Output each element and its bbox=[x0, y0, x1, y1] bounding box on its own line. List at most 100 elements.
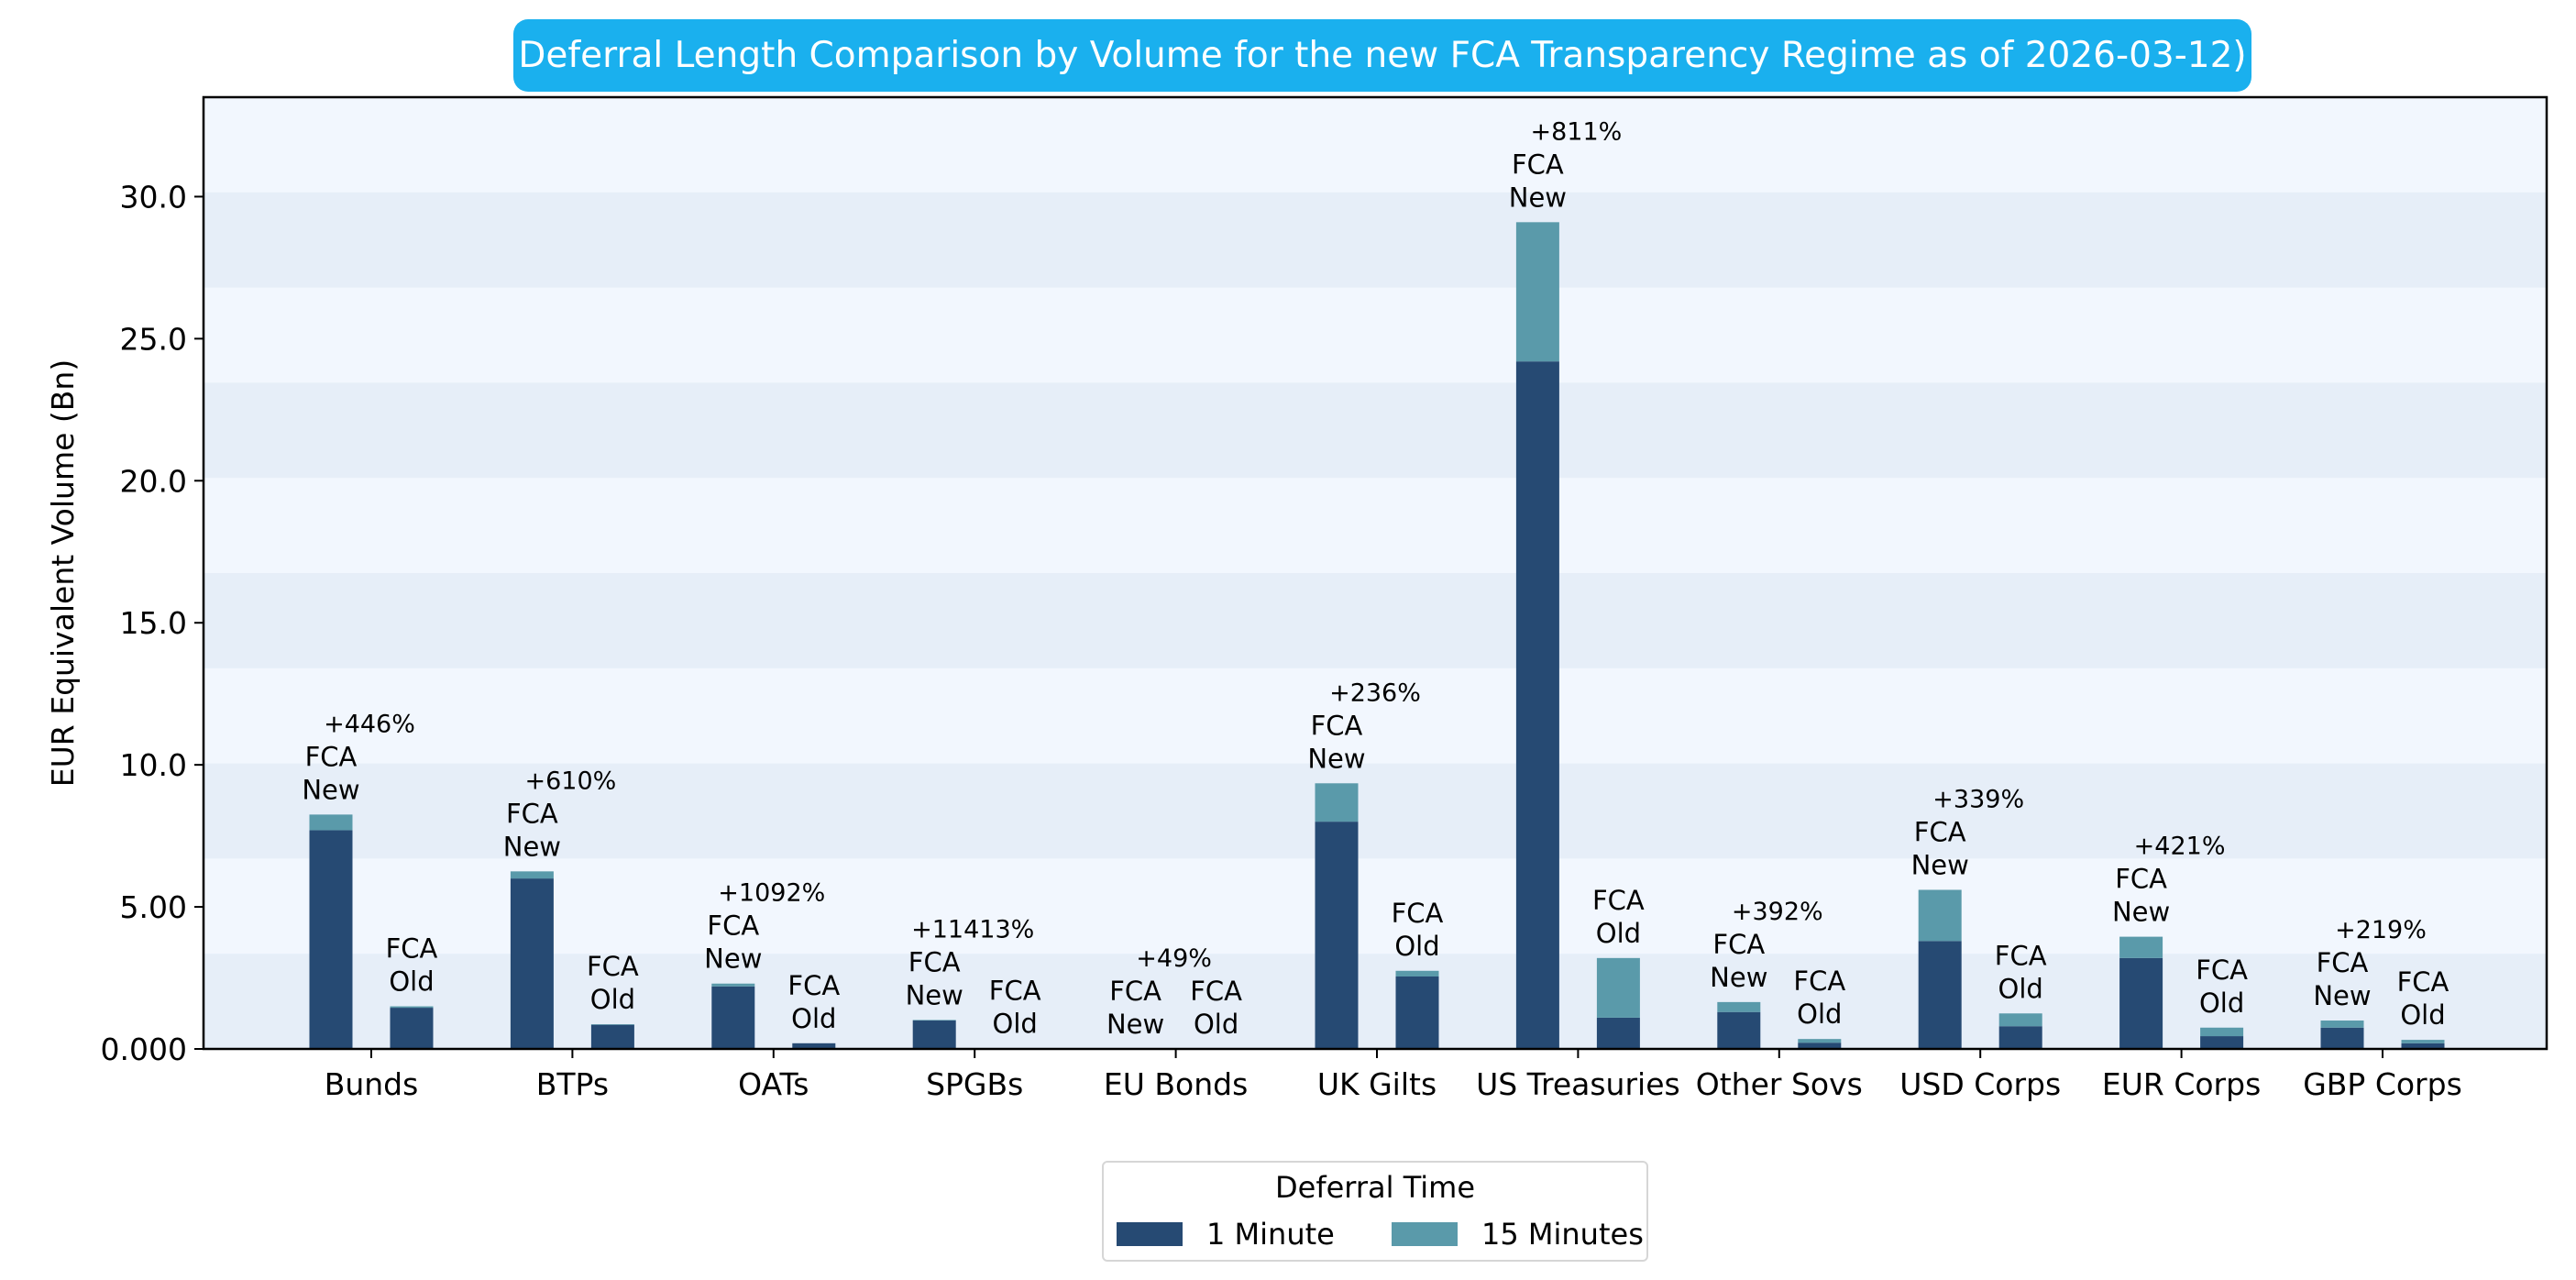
group-label-new-line2: New bbox=[1106, 1009, 1164, 1040]
bar-15-minutes-new bbox=[510, 871, 554, 879]
group-label-old-line2: Old bbox=[590, 984, 635, 1015]
group-label-old-line2: Old bbox=[2400, 999, 2445, 1031]
bar-1-minute-old bbox=[2200, 1036, 2244, 1049]
pct-change-label: +811% bbox=[1530, 117, 1622, 146]
bar-1-minute-new bbox=[1315, 822, 1359, 1049]
pct-change-label: +49% bbox=[1136, 944, 1212, 973]
legend-title: Deferral Time bbox=[1274, 1170, 1475, 1205]
pct-change-label: +11413% bbox=[911, 915, 1034, 943]
group-label-old-line2: Old bbox=[1998, 973, 2043, 1004]
bar-1-minute-new bbox=[1918, 941, 1962, 1049]
legend: Deferral Time 1 Minute 15 Minutes bbox=[1102, 1161, 1648, 1262]
x-tick-label: Other Sovs bbox=[1696, 1066, 1863, 1102]
group-label-new-line1: FCA bbox=[1914, 816, 1966, 847]
group-label-old-line2: Old bbox=[791, 1003, 836, 1034]
bar-15-minutes-old bbox=[390, 1006, 434, 1009]
group-label-new-line2: New bbox=[906, 979, 963, 1010]
legend-item-15-minutes: 15 Minutes bbox=[1392, 1214, 1644, 1254]
bar-15-minutes-old bbox=[2200, 1027, 2244, 1037]
group-label-old-line1: FCA bbox=[989, 975, 1041, 1006]
chart-title: Deferral Length Comparison by Volume for… bbox=[513, 19, 2251, 92]
legend-swatch-15-minutes bbox=[1392, 1222, 1458, 1246]
group-label-new-line1: FCA bbox=[2115, 864, 2167, 895]
pct-change-label: +446% bbox=[324, 710, 415, 738]
bar-15-minutes-new bbox=[2320, 1021, 2364, 1028]
group-label-old-line1: FCA bbox=[1392, 898, 1444, 929]
group-label-new-line1: FCA bbox=[707, 910, 759, 942]
bar-1-minute-new bbox=[2320, 1027, 2364, 1049]
y-tick-label: 10.0 bbox=[120, 747, 187, 783]
background-band bbox=[204, 192, 2547, 288]
group-label-new-line2: New bbox=[2313, 980, 2371, 1011]
bar-1-minute-new bbox=[1515, 361, 1559, 1049]
group-label-old-line2: Old bbox=[1797, 999, 1842, 1030]
bar-1-minute-new bbox=[1717, 1011, 1761, 1049]
background-band bbox=[204, 763, 2547, 859]
x-tick-label: SPGBs bbox=[926, 1066, 1023, 1102]
group-label-new-line2: New bbox=[704, 943, 762, 975]
bar-15-minutes-new bbox=[1315, 783, 1359, 822]
background-band bbox=[204, 382, 2547, 479]
group-label-old-line1: FCA bbox=[2397, 966, 2449, 998]
y-axis-label: EUR Equivalent Volume (Bn) bbox=[45, 359, 81, 787]
bar-1-minute-new bbox=[510, 878, 554, 1049]
group-label-old-line2: Old bbox=[1194, 1009, 1238, 1040]
bar-1-minute-old bbox=[2401, 1043, 2445, 1049]
group-label-old-line1: FCA bbox=[386, 933, 438, 965]
group-label-old-line1: FCA bbox=[787, 970, 840, 1001]
group-label-new-line1: FCA bbox=[1712, 929, 1765, 960]
bar-15-minutes-new bbox=[711, 983, 755, 987]
legend-swatch-1-minute bbox=[1117, 1222, 1183, 1246]
pct-change-label: +392% bbox=[1732, 898, 1823, 926]
group-label-old-line1: FCA bbox=[1995, 940, 2047, 971]
y-tick-label: 30.0 bbox=[120, 179, 187, 215]
x-tick-label: US Treasuries bbox=[1476, 1066, 1680, 1102]
group-label-new-line2: New bbox=[1509, 182, 1567, 213]
group-label-new-line2: New bbox=[2112, 897, 2170, 928]
group-label-old-line2: Old bbox=[993, 1008, 1038, 1039]
group-label-new-line2: New bbox=[302, 774, 359, 805]
bar-15-minutes-old bbox=[1798, 1039, 1842, 1043]
bar-15-minutes-new bbox=[1515, 222, 1559, 362]
group-label-new-line2: New bbox=[1710, 962, 1767, 993]
bar-15-minutes-new bbox=[912, 1020, 956, 1021]
y-tick-label: 0.000 bbox=[101, 1032, 187, 1067]
group-label-new-line2: New bbox=[503, 831, 561, 862]
bar-1-minute-new bbox=[2119, 957, 2163, 1049]
bar-1-minute-old bbox=[1998, 1026, 2042, 1049]
group-label-new-line1: FCA bbox=[506, 798, 558, 829]
bar-15-minutes-old bbox=[1998, 1013, 2042, 1027]
bar-1-minute-old bbox=[792, 1043, 836, 1049]
pct-change-label: +219% bbox=[2335, 916, 2427, 944]
pct-change-label: +610% bbox=[524, 767, 616, 795]
x-tick-label: Bunds bbox=[325, 1066, 419, 1102]
group-label-old-line1: FCA bbox=[2196, 954, 2248, 986]
group-label-old-line1: FCA bbox=[587, 951, 639, 982]
legend-label-1-minute: 1 Minute bbox=[1206, 1217, 1335, 1252]
bar-1-minute-new bbox=[711, 986, 755, 1049]
bar-1-minute-old bbox=[590, 1024, 634, 1049]
group-label-new-line2: New bbox=[1307, 743, 1365, 774]
bar-15-minutes-old bbox=[1395, 970, 1439, 977]
bar-1-minute-old bbox=[1395, 976, 1439, 1049]
bar-1-minute-new bbox=[912, 1021, 956, 1049]
y-tick-label: 5.00 bbox=[120, 889, 187, 925]
legend-item-1-minute: 1 Minute bbox=[1117, 1214, 1335, 1254]
bar-15-minutes-old bbox=[2401, 1040, 2445, 1043]
x-tick-label: UK Gilts bbox=[1317, 1066, 1437, 1102]
bar-1-minute-old bbox=[1798, 1043, 1842, 1049]
group-label-new-line1: FCA bbox=[305, 741, 358, 772]
bar-15-minutes-new bbox=[1918, 889, 1962, 942]
pct-change-label: +339% bbox=[1932, 785, 2024, 813]
pct-change-label: +236% bbox=[1329, 679, 1421, 707]
group-label-new-line1: FCA bbox=[1109, 976, 1161, 1007]
y-tick-label: 20.0 bbox=[120, 463, 187, 499]
group-label-old-line2: Old bbox=[1394, 931, 1439, 962]
group-label-new-line1: FCA bbox=[1311, 710, 1363, 741]
group-label-old-line2: Old bbox=[389, 966, 434, 998]
group-label-new-line1: FCA bbox=[2317, 947, 2369, 978]
group-label-old-line2: Old bbox=[2199, 988, 2244, 1019]
group-label-old-line1: FCA bbox=[1793, 966, 1845, 997]
bar-15-minutes-new bbox=[1717, 1001, 1761, 1012]
